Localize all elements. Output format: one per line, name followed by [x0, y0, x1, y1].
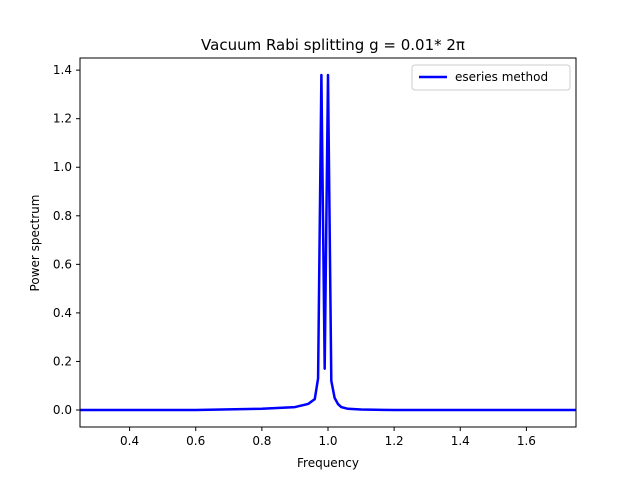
y-tick-label: 0.2 — [53, 354, 72, 368]
plot-frame — [79, 57, 577, 428]
series-line-eseries — [80, 73, 576, 412]
x-ticks: 0.4 0.6 0.8 1.0 1.2 1.4 1.6 — [120, 427, 536, 448]
y-tick-label: 0.4 — [53, 306, 72, 320]
y-tick-label: 1.0 — [53, 160, 72, 174]
legend: eseries method — [411, 64, 571, 91]
x-tick-label: 0.8 — [252, 434, 271, 448]
x-tick-label: 0.6 — [186, 434, 205, 448]
legend-box — [411, 64, 571, 91]
y-tick-label: 1.2 — [53, 112, 72, 126]
chart-title: Vacuum Rabi splitting g = 0.01* 2π — [201, 36, 465, 54]
y-tick-label: 0.8 — [53, 209, 72, 223]
x-axis-label: Frequency — [297, 456, 359, 470]
x-tick-label: 1.6 — [517, 434, 536, 448]
y-axis-label: Power spectrum — [28, 195, 42, 292]
y-tick-label: 0.6 — [53, 257, 72, 271]
y-ticks: 0.0 0.2 0.4 0.6 0.8 1.0 1.2 1.4 — [53, 63, 80, 417]
x-tick-label: 1.2 — [385, 434, 404, 448]
legend-label-eseries: eseries method — [455, 70, 548, 84]
x-tick-label: 1.0 — [318, 434, 337, 448]
y-tick-label: 0.0 — [53, 403, 72, 417]
y-tick-label: 1.4 — [53, 63, 72, 77]
x-tick-label: 0.4 — [120, 434, 139, 448]
x-tick-label: 1.4 — [451, 434, 470, 448]
series-layer — [80, 73, 576, 412]
